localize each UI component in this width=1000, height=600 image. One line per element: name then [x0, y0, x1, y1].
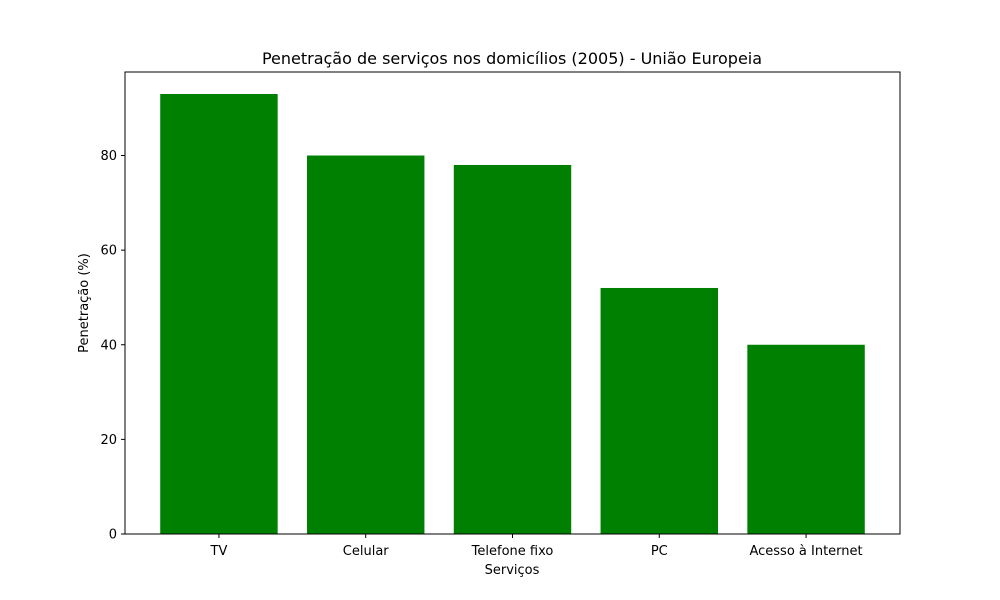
- bar-telefone-fixo: [454, 165, 571, 534]
- x-tick-label: Telefone fixo: [471, 544, 554, 559]
- y-tick-label: 20: [100, 433, 117, 448]
- bar-pc: [601, 288, 718, 534]
- y-tick-label: 60: [100, 244, 117, 259]
- x-axis: TV Celular Telefone fixo PC Acesso à Interne…: [210, 534, 863, 559]
- chart-title: Penetração de serviços nos domicílios (2…: [262, 49, 762, 68]
- bar-celular: [307, 156, 424, 534]
- bar-acesso-internet: [747, 345, 864, 534]
- y-axis: 0 20 40 60 80: [100, 149, 125, 542]
- y-tick-label: 40: [100, 338, 117, 353]
- y-tick-label: 0: [109, 528, 117, 543]
- x-axis-label: Serviços: [485, 563, 540, 578]
- y-axis-label: Penetração (%): [77, 253, 92, 353]
- x-tick-label: PC: [651, 544, 668, 559]
- x-tick-label: TV: [210, 544, 228, 559]
- bar-tv: [160, 94, 277, 534]
- bars: [160, 94, 865, 534]
- x-tick-label: Acesso à Internet: [749, 544, 862, 559]
- x-tick-label: Celular: [343, 544, 390, 559]
- y-tick-label: 80: [100, 149, 117, 164]
